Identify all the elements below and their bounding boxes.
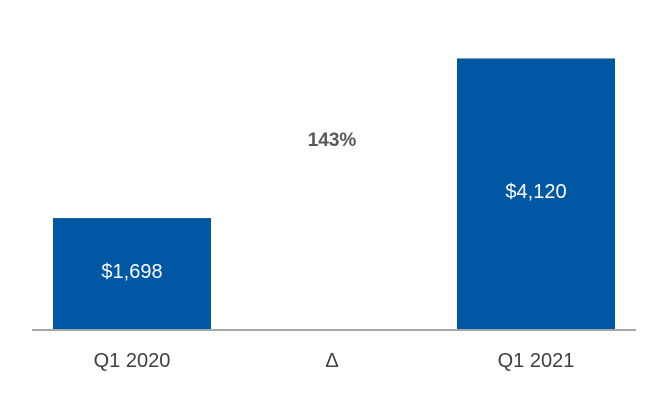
category-label-delta: Δ [325,350,338,372]
category-label-q1-2020: Q1 2020 [94,350,171,372]
bar-q1-2020 [53,218,211,330]
bar-value-label-q1-2021: $4,120 [505,181,566,203]
delta-percentage-label: 143% [308,130,357,151]
bar-value-labels: $1,698 $4,120 [101,181,566,283]
bars-group [53,58,615,331]
category-labels: Q1 2020 Δ Q1 2021 [94,350,575,372]
category-label-q1-2021: Q1 2021 [498,350,575,372]
bar-value-label-q1-2020: $1,698 [101,261,162,283]
bar-q1-2021 [457,58,615,331]
